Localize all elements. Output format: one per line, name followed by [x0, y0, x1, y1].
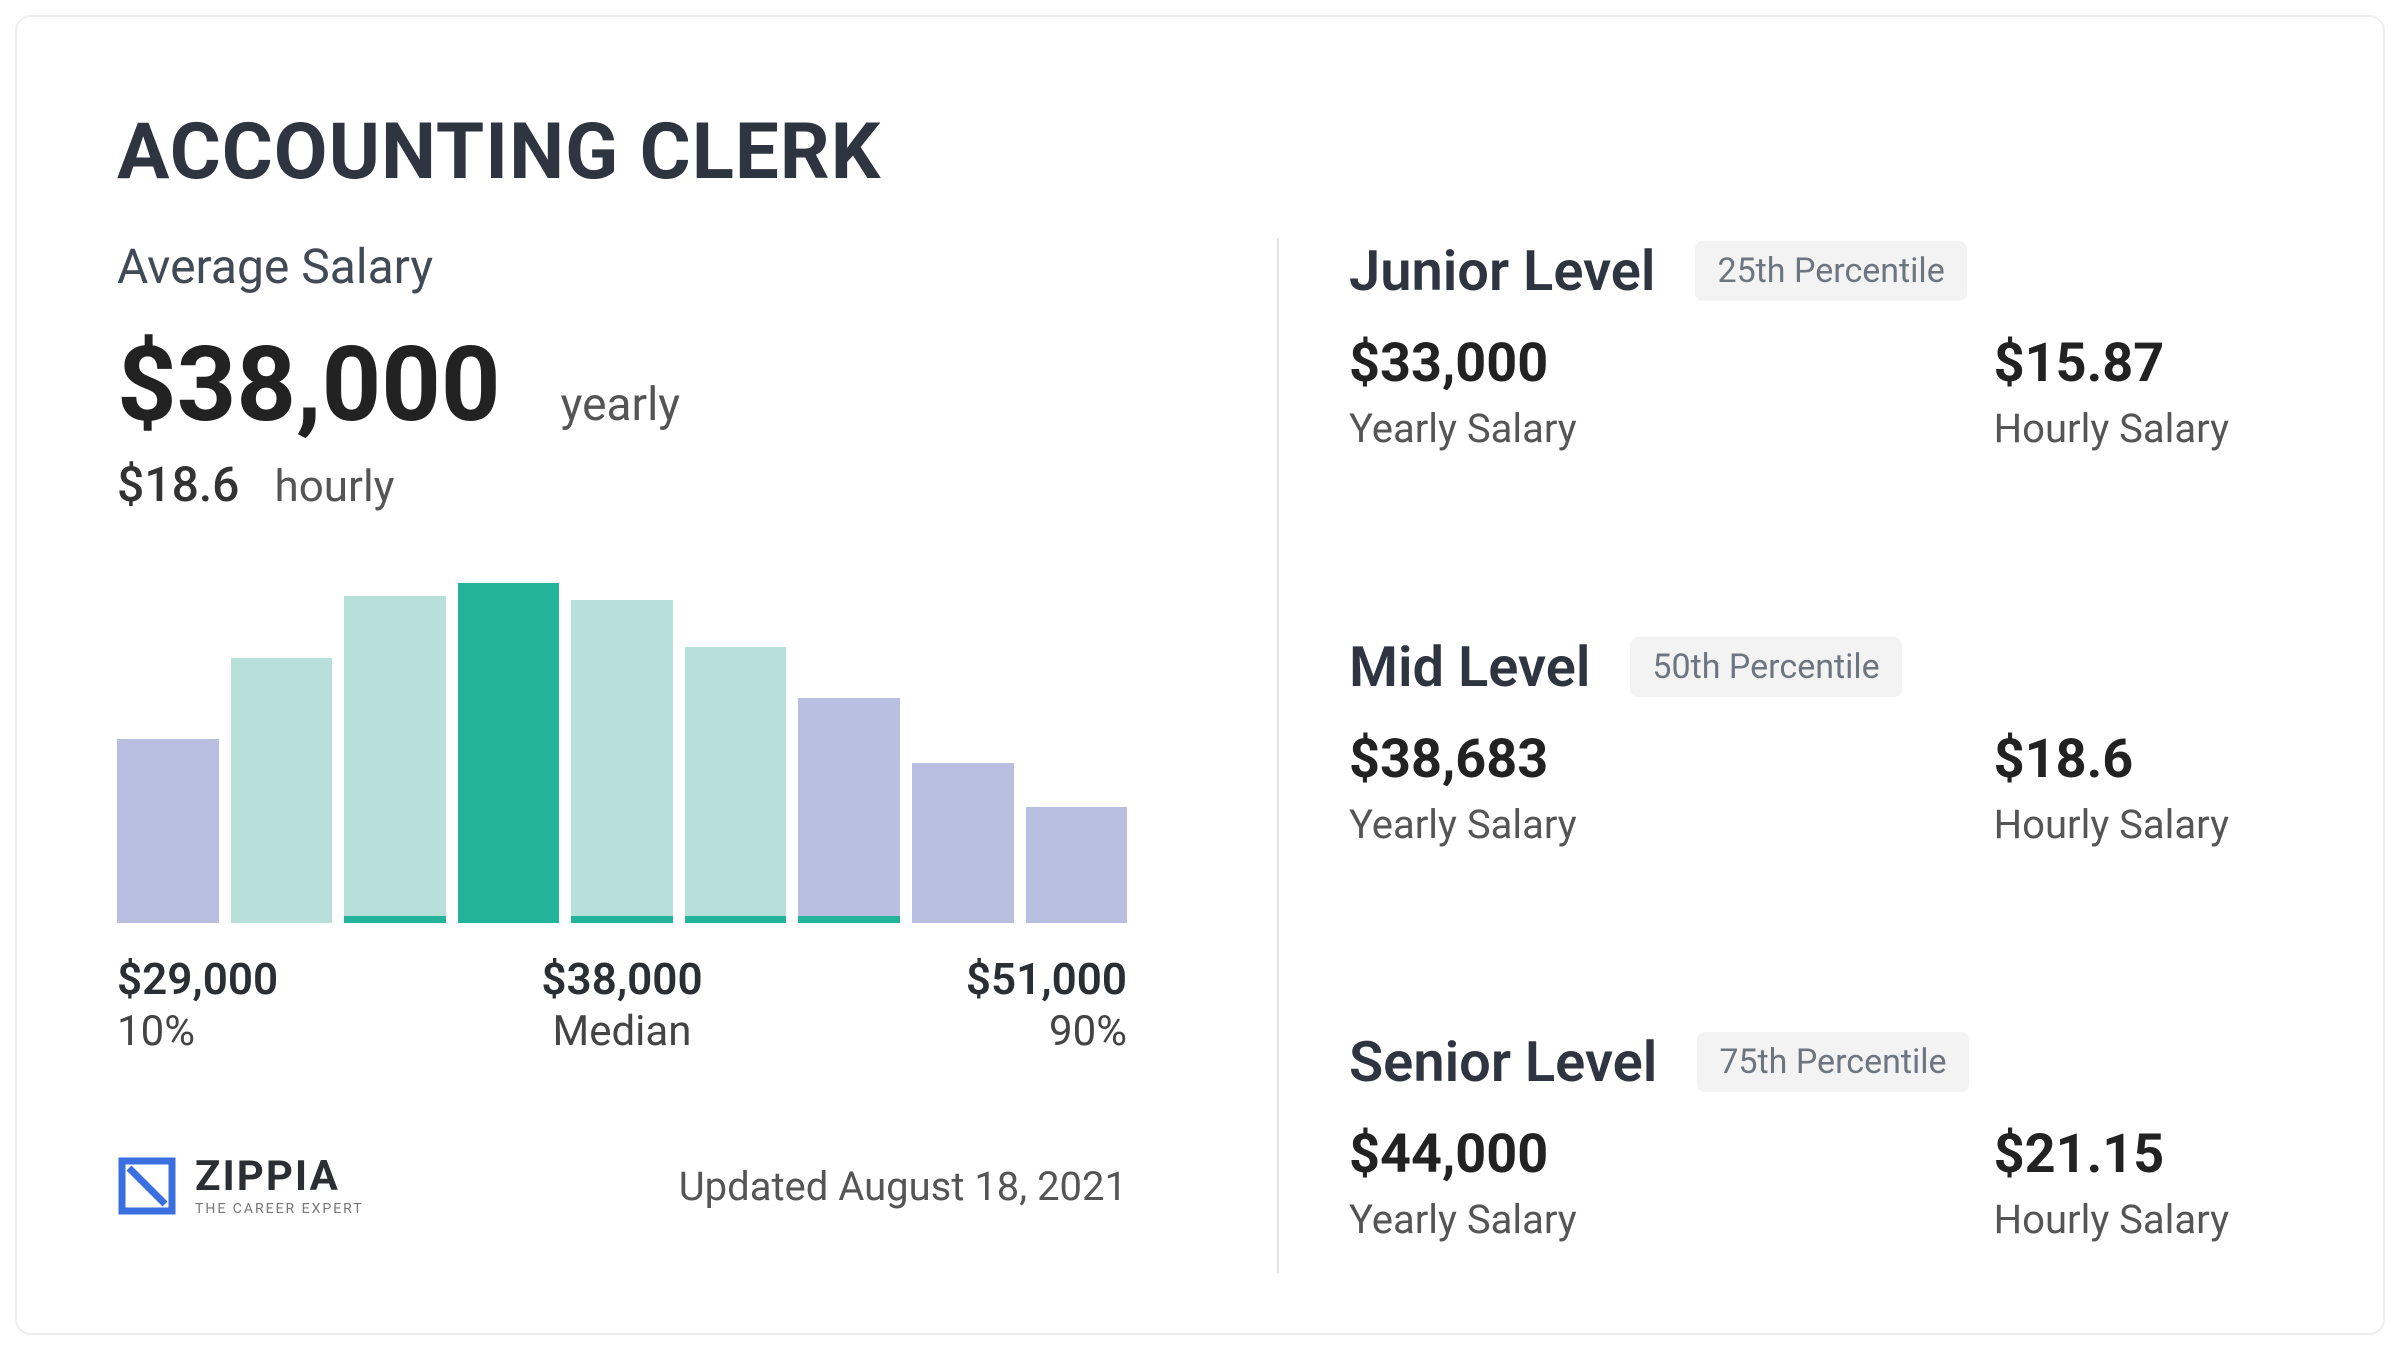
level-row: $44,000 Yearly Salary $21.15 Hourly Salary	[1349, 1123, 2229, 1243]
chart-bar-fill	[571, 600, 673, 916]
level-block: Senior Level 75th Percentile $44,000 Yearly…	[1349, 1029, 2283, 1243]
chart-bar-fill	[685, 647, 787, 916]
chart-bar-fill	[1026, 807, 1128, 923]
level-head: Senior Level 75th Percentile	[1349, 1029, 2283, 1095]
average-hourly-unit: hourly	[274, 460, 394, 512]
updated-date: Updated August 18, 2021	[679, 1163, 1127, 1210]
level-hourly-value: $18.6	[1994, 728, 2229, 791]
logo-tagline: THE CAREER EXPERT	[195, 1202, 364, 1216]
level-yearly-label: Yearly Salary	[1349, 801, 1577, 848]
chart-bar-underline	[798, 916, 900, 923]
chart-bar-fill	[344, 596, 446, 916]
level-hourly-value: $21.15	[1994, 1123, 2229, 1186]
zippia-logo-text: ZIPPIA THE CAREER EXPERT	[195, 1156, 364, 1216]
level-yearly-value: $44,000	[1349, 1123, 1577, 1186]
axis-center-value: $38,000	[541, 953, 702, 1005]
zippia-logo-icon	[117, 1156, 177, 1216]
chart-bar-fill	[912, 763, 1014, 923]
chart-bar-underline	[685, 916, 787, 923]
chart-bar-underline	[344, 916, 446, 923]
average-hourly-value: $18.6	[117, 456, 239, 513]
level-hourly: $15.87 Hourly Salary	[1994, 332, 2229, 452]
chart-bar	[458, 583, 560, 923]
distribution-chart: $29,000 10% $38,000 Median $51,000 90%	[117, 583, 1207, 1056]
percentile-badge: 75th Percentile	[1697, 1032, 1968, 1092]
columns: Average Salary $38,000 yearly $18.6 hour…	[117, 238, 2283, 1273]
level-head: Mid Level 50th Percentile	[1349, 634, 2283, 700]
percentile-badge: 25th Percentile	[1695, 241, 1966, 301]
axis-right-label: 90%	[966, 1007, 1127, 1056]
chart-bar	[912, 583, 1014, 923]
level-yearly-value: $38,683	[1349, 728, 1577, 791]
level-yearly: $44,000 Yearly Salary	[1349, 1123, 1577, 1243]
chart-bar-fill	[117, 739, 219, 923]
axis-left-label: 10%	[117, 1007, 278, 1056]
logo-name: ZIPPIA	[195, 1156, 364, 1198]
level-yearly: $38,683 Yearly Salary	[1349, 728, 1577, 848]
axis-right: $51,000 90%	[966, 953, 1127, 1056]
level-hourly: $21.15 Hourly Salary	[1994, 1123, 2229, 1243]
level-block: Mid Level 50th Percentile $38,683 Yearly Sa…	[1349, 634, 2283, 848]
chart-bar	[685, 583, 787, 923]
axis-left: $29,000 10%	[117, 953, 278, 1056]
chart-bar-fill	[231, 658, 333, 923]
level-hourly-label: Hourly Salary	[1994, 801, 2229, 848]
axis-center: $38,000 Median	[541, 953, 702, 1056]
chart-bar	[117, 583, 219, 923]
level-title: Junior Level	[1349, 238, 1655, 304]
footer-row: ZIPPIA THE CAREER EXPERT Updated August …	[117, 1156, 1127, 1216]
average-yearly-value: $38,000	[117, 325, 501, 446]
level-hourly: $18.6 Hourly Salary	[1994, 728, 2229, 848]
level-yearly-label: Yearly Salary	[1349, 1196, 1577, 1243]
average-hourly-row: $18.6 hourly	[117, 456, 1207, 513]
level-hourly-value: $15.87	[1994, 332, 2229, 395]
chart-bar	[231, 583, 333, 923]
level-block: Junior Level 25th Percentile $33,000 Yearly…	[1349, 238, 2283, 452]
level-yearly-label: Yearly Salary	[1349, 405, 1577, 452]
chart-bar	[798, 583, 900, 923]
level-title: Senior Level	[1349, 1029, 1657, 1095]
average-salary-label: Average Salary	[117, 238, 1207, 295]
vertical-divider	[1277, 238, 1279, 1273]
chart-bar	[571, 583, 673, 923]
level-head: Junior Level 25th Percentile	[1349, 238, 2283, 304]
left-column: Average Salary $38,000 yearly $18.6 hour…	[117, 238, 1207, 1273]
level-title: Mid Level	[1349, 634, 1590, 700]
chart-bars	[117, 583, 1127, 923]
level-yearly-value: $33,000	[1349, 332, 1577, 395]
chart-bar-fill	[458, 583, 560, 923]
level-row: $38,683 Yearly Salary $18.6 Hourly Salary	[1349, 728, 2229, 848]
axis-center-label: Median	[541, 1007, 702, 1056]
zippia-logo: ZIPPIA THE CAREER EXPERT	[117, 1156, 364, 1216]
chart-bar	[344, 583, 446, 923]
chart-axis: $29,000 10% $38,000 Median $51,000 90%	[117, 953, 1127, 1056]
right-column: Junior Level 25th Percentile $33,000 Yearly…	[1349, 238, 2283, 1273]
chart-bar	[1026, 583, 1128, 923]
chart-bar-fill	[798, 698, 900, 916]
page-title: ACCOUNTING CLERK	[117, 107, 2283, 198]
chart-bar-underline	[571, 916, 673, 923]
average-yearly-row: $38,000 yearly	[117, 325, 1207, 446]
level-hourly-label: Hourly Salary	[1994, 405, 2229, 452]
axis-left-value: $29,000	[117, 953, 278, 1005]
level-yearly: $33,000 Yearly Salary	[1349, 332, 1577, 452]
level-hourly-label: Hourly Salary	[1994, 1196, 2229, 1243]
axis-right-value: $51,000	[966, 953, 1127, 1005]
level-row: $33,000 Yearly Salary $15.87 Hourly Salary	[1349, 332, 2229, 452]
salary-card: ACCOUNTING CLERK Average Salary $38,000 …	[15, 15, 2385, 1335]
percentile-badge: 50th Percentile	[1630, 637, 1901, 697]
average-yearly-unit: yearly	[561, 378, 680, 432]
